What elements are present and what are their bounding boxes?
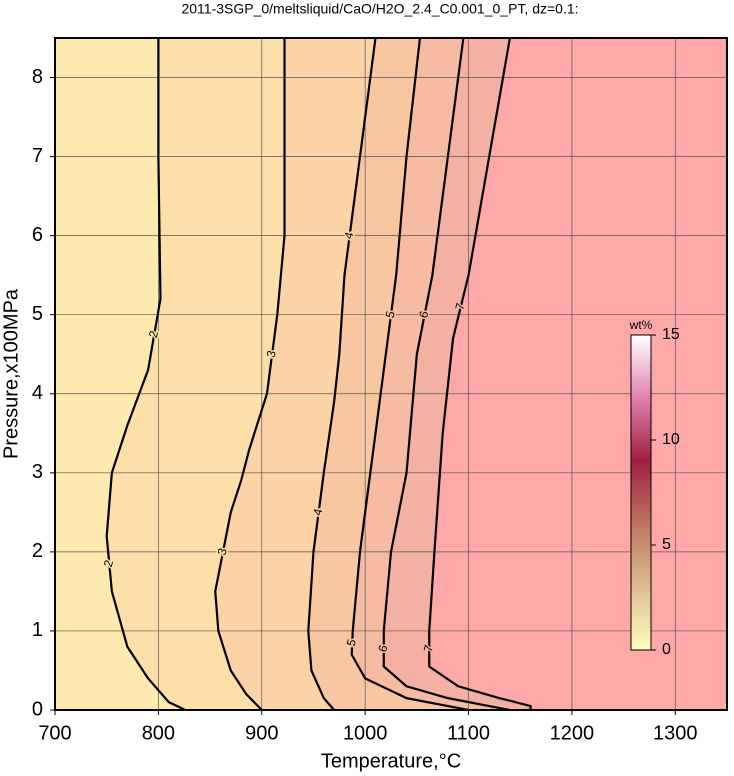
colorbar-tick-label: 0 [662,641,671,658]
y-tick-label: 1 [32,619,43,641]
x-tick-label: 1100 [447,722,490,744]
y-axis-label: Pressure,x100MPa [0,288,22,459]
y-tick-label: 4 [32,382,43,404]
y-tick-label: 8 [32,66,43,88]
colorbar-label: wt% [629,318,653,332]
y-tick-label: 6 [32,224,43,246]
x-axis-label: Temperature,°C [321,750,461,772]
y-tick-label: 7 [32,145,43,167]
chart-title: 2011-3SGP_0/meltsliquid/CaO/H2O_2.4_C0.0… [181,1,578,17]
y-tick-label: 5 [32,303,43,325]
plot-area [55,38,727,710]
x-tick-label: 900 [245,722,278,744]
colorbar-tick-label: 15 [662,326,680,343]
contour-line [382,38,511,710]
x-tick-label: 1300 [653,722,698,744]
contour-line [428,38,532,710]
band-fill [55,38,186,710]
colorbar-tick-label: 5 [662,536,671,553]
contour-line [214,38,286,710]
x-tick-label: 1000 [343,722,388,744]
plot-frame [54,37,728,711]
colorbar [630,334,652,651]
x-tick-label: 1200 [550,722,595,744]
y-tick-label: 0 [32,698,43,720]
colorbar-tick-label: 10 [662,431,680,448]
contour-line [105,38,186,710]
contour-line [350,38,469,710]
y-tick-label: 2 [32,540,43,562]
x-tick-label: 700 [38,722,71,744]
x-tick-label: 800 [142,722,175,744]
y-tick-label: 3 [32,461,43,483]
contour-line [307,38,377,710]
